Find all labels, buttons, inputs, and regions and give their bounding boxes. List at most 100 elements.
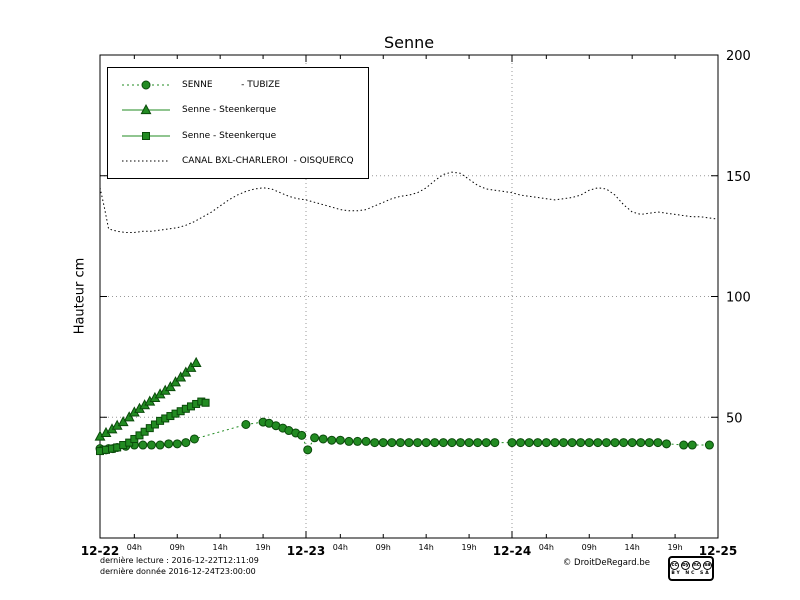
data-point-circle <box>413 438 423 448</box>
data-point-circle <box>241 419 251 429</box>
data-point-circle <box>490 438 500 448</box>
data-point-square <box>201 398 210 407</box>
data-point-circle <box>310 433 320 443</box>
data-point-circle <box>456 438 465 448</box>
data-point-triangle <box>180 366 192 377</box>
data-point-circle <box>550 438 560 448</box>
data-point-circle <box>644 438 654 448</box>
y-axis-title: Hauteur cm <box>72 257 88 335</box>
legend-item-tubize: SENNE - TUBIZE <box>120 78 368 92</box>
legend-sample-square <box>122 131 170 140</box>
data-point-circle <box>303 445 313 455</box>
data-point-circle <box>593 438 603 448</box>
data-point-circle <box>567 438 577 448</box>
data-point-circle <box>147 440 156 450</box>
data-point-circle <box>464 438 474 448</box>
data-point-circle <box>447 438 457 448</box>
data-point-circle <box>421 438 431 448</box>
cc-nc-icon: nc <box>692 561 701 570</box>
y-tick-label: 150 <box>726 170 751 185</box>
legend-item-steenkerque-1: Senne - Steenkerque <box>120 103 368 117</box>
data-point-circle <box>473 438 483 448</box>
data-point-circle <box>559 438 568 448</box>
data-point-circle <box>533 438 543 448</box>
data-point-circle <box>516 438 526 448</box>
data-point-circle <box>662 439 671 449</box>
data-point-circle <box>610 438 620 448</box>
cc-by-icon: by <box>681 561 690 570</box>
data-point-circle <box>370 438 380 448</box>
legend-label-tubize: SENNE - TUBIZE <box>182 79 281 90</box>
cc-badge-labels: BY NC SA <box>671 571 711 576</box>
x-minor-tick-label: 14h <box>419 543 434 552</box>
data-point-circle <box>395 438 405 448</box>
legend-label-steenkerque-2: Senne - Steenkerque <box>182 130 277 141</box>
data-point-triangle <box>170 376 181 387</box>
data-point-circle <box>361 436 371 446</box>
data-point-circle <box>524 438 534 448</box>
x-minor-tick-label: 04h <box>539 543 554 552</box>
chart-title: Senne <box>383 33 435 52</box>
x-minor-tick-label: 14h <box>625 543 640 552</box>
y-tick-label: 100 <box>726 291 751 306</box>
data-point-circle <box>404 438 414 448</box>
x-major-tick-label: 12-24 <box>493 544 531 558</box>
data-point-circle <box>653 438 663 448</box>
legend-sample-triangle <box>122 104 170 115</box>
data-point-circle <box>189 434 199 444</box>
cc-sa-icon: sa <box>703 561 712 570</box>
data-point-circle <box>164 439 174 449</box>
data-point-triangle <box>117 416 129 427</box>
last-reading-text: dernière lecture : 2016-12-22T12:11:09 <box>100 556 259 565</box>
x-minor-tick-label: 19h <box>255 543 270 552</box>
y-tick-label: 200 <box>726 49 751 64</box>
triangle-marker-icon <box>140 104 152 115</box>
legend-item-canal: CANAL BXL-CHARLEROI - OISQUERCQ <box>120 154 368 168</box>
data-point-circle <box>636 438 646 448</box>
x-minor-tick-label: 04h <box>127 543 142 552</box>
data-point-circle <box>138 440 148 450</box>
x-minor-tick-label: 19h <box>667 543 682 552</box>
data-point-circle <box>353 436 362 446</box>
legend-item-steenkerque-2: Senne - Steenkerque <box>120 129 368 143</box>
data-point-circle <box>541 438 551 448</box>
data-point-triangle <box>164 381 176 392</box>
data-point-circle <box>387 438 397 448</box>
data-point-circle <box>318 434 328 444</box>
data-point-circle <box>172 439 182 449</box>
data-point-triangle <box>190 356 202 368</box>
data-point-circle <box>344 436 354 446</box>
data-point-circle <box>704 440 714 450</box>
data-point-circle <box>181 438 191 448</box>
data-point-circle <box>507 438 517 448</box>
x-minor-tick-label: 09h <box>376 543 391 552</box>
legend-label-steenkerque-1: Senne - Steenkerque <box>182 105 277 116</box>
data-point-circle <box>601 438 611 448</box>
legend-label-canal: CANAL BXL-CHARLEROI - OISQUERCQ <box>182 156 354 167</box>
data-point-triangle <box>185 361 197 372</box>
legend-box: SENNE - TUBIZE Senne - Steenkerque Senne… <box>107 67 369 179</box>
circle-marker-icon <box>141 80 151 90</box>
x-minor-tick-label: 09h <box>170 543 185 552</box>
data-point-triangle <box>123 411 135 422</box>
last-data-text: dernière donnée 2016-12-24T23:00:00 <box>100 567 256 576</box>
x-major-tick-label: 12-25 <box>699 544 737 558</box>
cc-icon: cc <box>670 561 679 570</box>
data-point-circle <box>297 430 307 440</box>
data-point-circle <box>481 438 491 448</box>
data-point-circle <box>619 438 629 448</box>
data-point-circle <box>576 438 586 448</box>
data-point-circle <box>584 438 594 448</box>
data-point-circle <box>335 435 345 445</box>
x-minor-tick-label: 04h <box>333 543 348 552</box>
square-marker-icon <box>142 131 150 140</box>
legend-sample-dotted-line <box>122 160 170 162</box>
x-major-tick-label: 12-23 <box>287 544 325 558</box>
x-minor-tick-label: 09h <box>582 543 597 552</box>
cc-license-badge[interactable]: cc by nc sa BY NC SA <box>668 556 714 581</box>
series-line-canal <box>99 171 719 233</box>
x-minor-tick-label: 19h <box>461 543 476 552</box>
cc-icons-row: cc by nc sa <box>670 561 712 570</box>
copyright-text: © DroitDeRegard.be <box>562 558 650 568</box>
